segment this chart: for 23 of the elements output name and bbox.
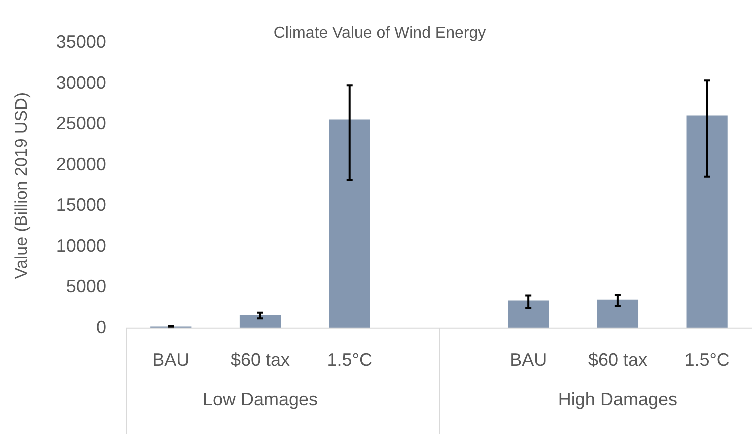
text: High Damages (558, 389, 678, 410)
y-tick-label: 15000 (56, 195, 106, 216)
x-tick-label: $60 tax (588, 350, 648, 370)
x-tick-label: 1.5°C (327, 350, 372, 370)
bar (508, 300, 550, 328)
x-tick-label: BAU (152, 350, 190, 370)
y-tick-label: 30000 (56, 72, 106, 93)
x-tick-label: BAU (510, 350, 548, 370)
text: Low Damages (202, 389, 318, 410)
y-tick-label: 25000 (56, 114, 106, 134)
chart-title: Climate Value of Wind Energy (274, 25, 486, 42)
y-tick-label: 0 (96, 317, 106, 338)
y-tick-label: 10000 (56, 236, 106, 256)
x-tick-label: 1.5°C (684, 350, 730, 370)
bar (597, 300, 639, 328)
x-tick-label: $60 tax (230, 350, 290, 370)
bar (329, 120, 370, 328)
y-tick-label: 35000 (56, 32, 106, 52)
bar (240, 315, 282, 328)
y-axis-title: Value (Billion 2019 USD) (12, 92, 31, 280)
y-tick-label: 5000 (66, 276, 106, 297)
y-tick-label: 20000 (56, 154, 106, 174)
bar (686, 116, 728, 328)
